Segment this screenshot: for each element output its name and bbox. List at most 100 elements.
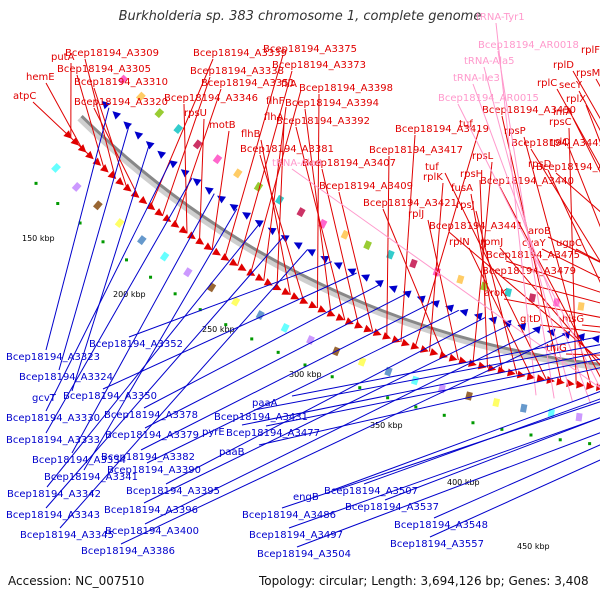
feature-block [363,240,372,250]
gene-label-reverse-leader [45,107,110,351]
reverse-gene-arrow [488,316,498,325]
feature-block [409,258,418,269]
forward-gene-arrow [595,383,600,392]
forward-gene-arrow [138,196,148,205]
forward-gene-arrow [263,278,273,286]
gene-label-reverse-leader [429,459,600,538]
gene-label-forward: Bcep18194_A3375 [263,44,357,55]
tick-mark [414,405,418,409]
tick-mark [198,308,202,312]
gene-label-forward-leader [382,208,445,357]
gene-label-forward-leader [174,88,222,225]
forward-gene-arrow [363,324,373,333]
tick-mark [276,350,280,354]
gene-label-forward: rplQ [549,137,570,148]
reverse-gene-arrow [374,280,384,288]
gene-label-reverse-leader [144,292,408,429]
feature-block [154,108,165,119]
gene-label-forward: tuf [425,162,439,173]
gene-label-reverse-leader [253,344,600,411]
gene-label-forward: fusA [451,183,473,194]
gene-label-forward-leader [475,210,518,375]
gene-label-forward: Bcep18194_A3479 [482,266,576,277]
gene-label-forward-leader [211,130,230,250]
gene-label-reverse-leader [45,161,171,412]
gene-label-forward: Bcep18194_A3430 [482,105,576,116]
gene-label-forward-leader [45,82,83,149]
tick-mark [330,375,334,379]
forward-gene-arrow [576,380,585,389]
gene-label-forward: flhF [266,96,285,107]
forward-gene-arrow [290,292,300,300]
gene-label-reverse: Bcep18194_A3395 [126,486,220,497]
trna-label: tRNA-Ala4 [272,158,322,169]
forward-gene-arrow [154,208,164,217]
gene-label-forward-leader [556,88,600,168]
gene-label-forward: Bcep18194_A3338 [190,66,284,77]
feature-block [575,412,583,422]
trna-label: tRNA-Tyr1 [476,12,525,23]
gene-label-reverse: paaB [219,447,245,458]
forward-gene-arrow [556,377,565,386]
gene-label-forward-leader [400,134,416,343]
forward-gene-arrow [335,313,345,321]
feature-block [159,251,170,262]
gene-label-forward-leader [448,231,600,361]
tick-label: 450 kbp [517,542,550,551]
feature-block [465,391,473,401]
reverse-gene-arrow [112,111,122,120]
reverse-gene-arrow [445,304,455,313]
gene-label-reverse: Bcep18194_A3507 [324,486,418,497]
gene-label-forward-leader [93,107,140,198]
gene-label-forward-leader [338,191,374,332]
forward-gene-arrow [237,263,247,271]
tick-label: 300 kbp [289,370,322,379]
feature-block [547,408,555,418]
tick-label: 350 kbp [370,421,403,430]
topology-text: Topology: circular; Length: 3,694,126 bp… [259,574,589,588]
gene-label-reverse: engB [293,492,319,503]
gene-label-forward: rplF [581,45,600,56]
gene-label-reverse: Bcep18194_A3396 [104,505,198,516]
gene-label-forward: Bcep18194_A3392 [276,116,370,127]
tick-mark [34,181,38,185]
gene-label-forward-leader [295,126,346,321]
forward-gene-arrow [468,359,477,367]
gene-label-forward-leader [84,58,116,179]
gene-label-forward-leader [444,172,547,381]
gene-label-reverse-leader [363,398,600,485]
feature-block [183,267,193,278]
feature-block [410,375,420,386]
gene-label-reverse-leader [83,208,238,471]
gene-label-forward: rplN [449,237,470,248]
tick-mark [78,221,82,225]
gene-label-reverse: gcvT [32,393,57,404]
gene-label-reverse: Bcep18194_A3386 [81,546,175,557]
gene-label-reverse: Bcep18194_A3504 [257,549,351,560]
gene-label-forward: rplD [553,60,574,71]
gene-label-forward: rpsU [184,108,207,119]
gene-label-forward-leader [93,87,128,189]
gene-label-reverse-leader [120,333,566,545]
gene-label-forward-leader [541,248,600,279]
feature-block [92,200,103,211]
gene-label-forward: rpsH [460,169,483,180]
gene-label-forward-leader [472,161,493,365]
tick-mark [529,433,533,437]
gene-label-forward: rpmJ [480,237,503,248]
feature-block [456,274,465,285]
gene-label-reverse-leader [71,193,215,454]
forward-gene-arrow [546,376,555,384]
tick-label: 150 kbp [22,234,55,243]
reverse-gene-arrow [123,121,133,130]
gene-label-forward: Bcep18194_A3394 [285,98,379,109]
map-title: Burkholderia sp. 383 chromosome 1, compl… [118,9,482,24]
accession-text: Accession: NC_007510 [8,574,145,588]
gene-label-reverse: pyrE [202,427,225,438]
tick-label: 400 kbp [447,478,480,487]
gene-label-reverse-leader [288,417,600,529]
gene-label-reverse: Bcep18194_A3557 [390,539,484,550]
feature-block [519,403,528,413]
reverse-gene-arrow [576,333,585,342]
gene-label-forward: rplX [566,94,586,105]
